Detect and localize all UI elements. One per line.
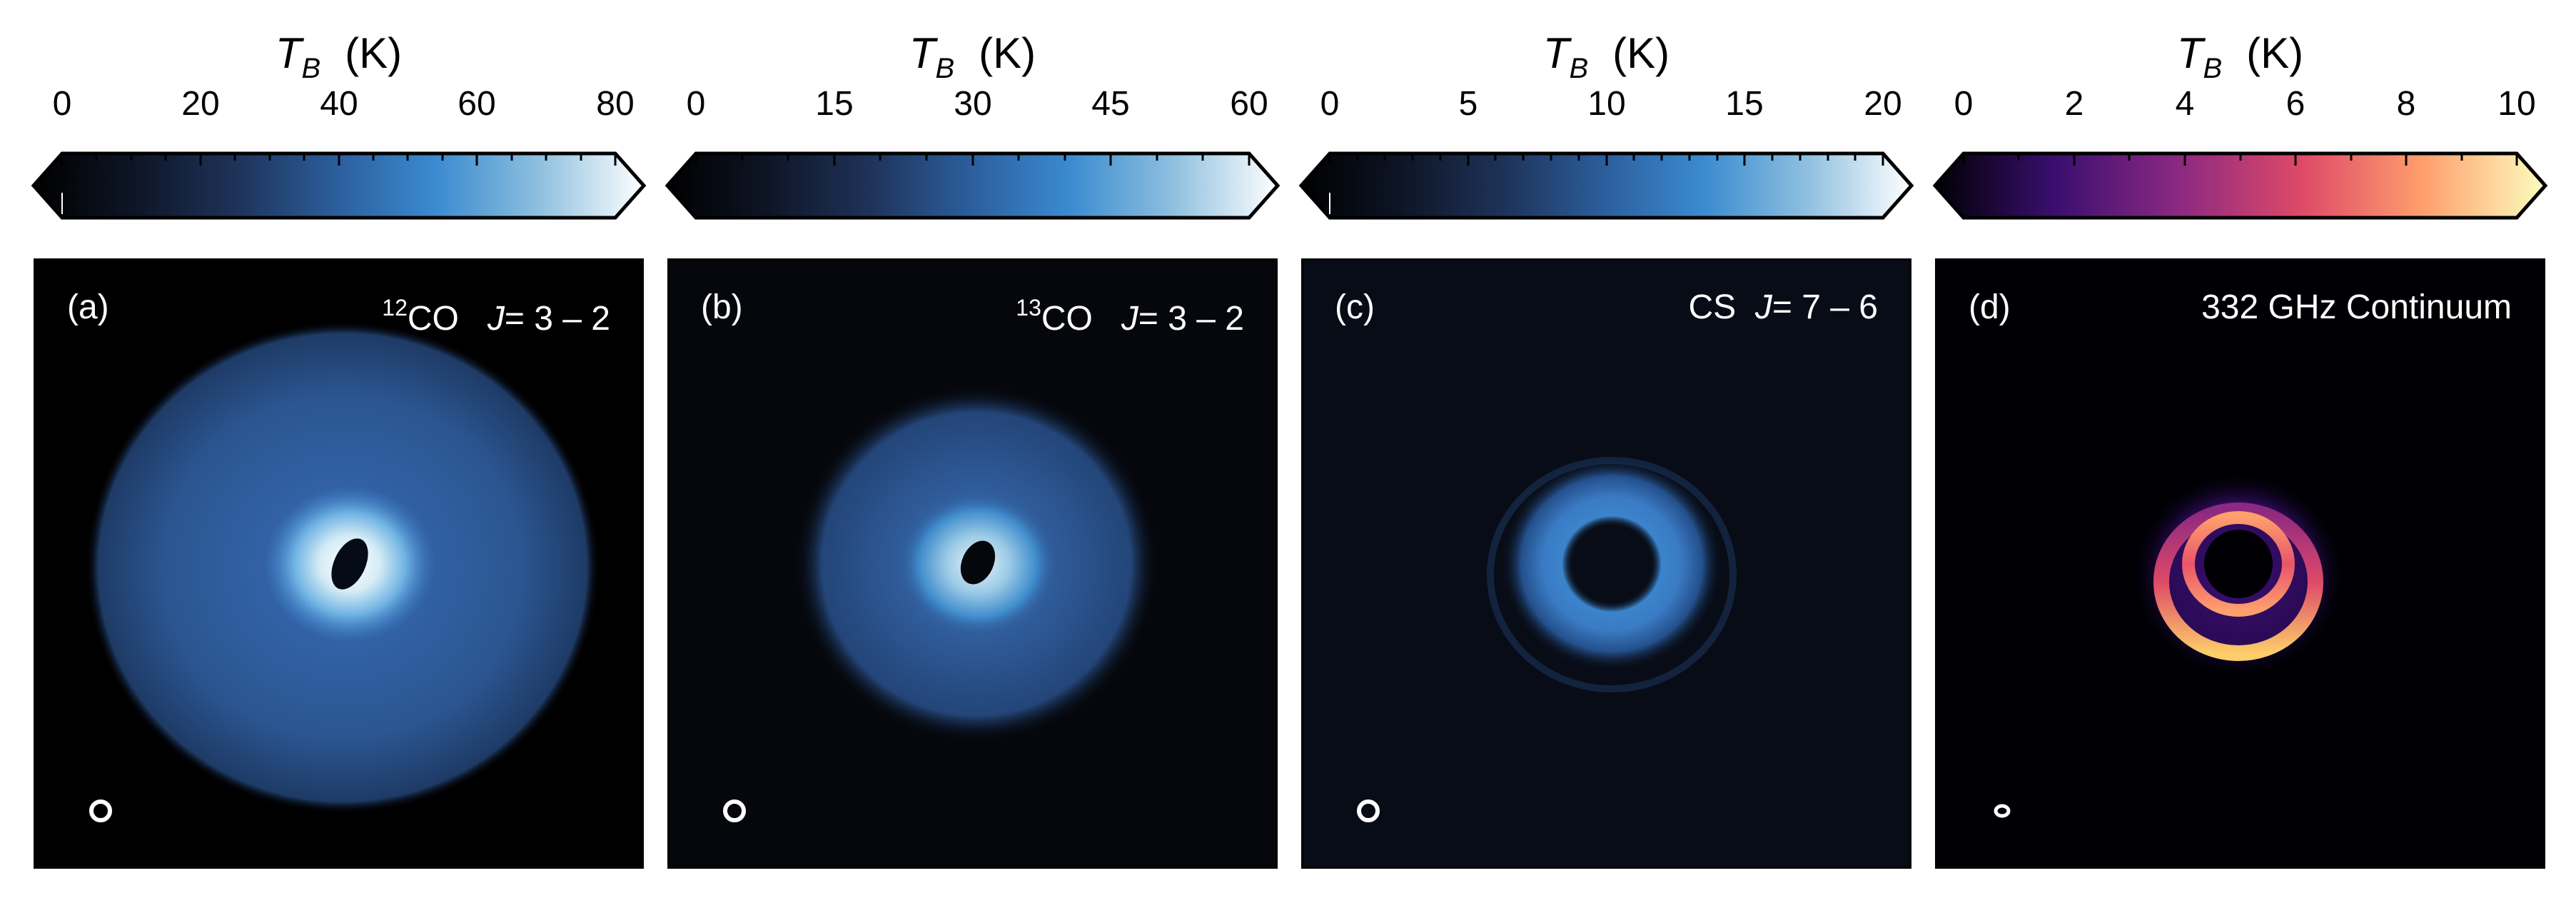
colorbar-tick-label: 10 [1587, 85, 1626, 123]
colorbar [31, 151, 647, 220]
beam-ellipse [723, 799, 746, 822]
colorbar-tick-label: 30 [954, 85, 992, 123]
image-13co: (b) 13CO J= 3 – 2 [667, 258, 1278, 869]
colorbar-tick-label: 5 [1458, 85, 1478, 123]
colorbar-tick-label: 8 [2396, 85, 2416, 123]
beam-ellipse [1357, 799, 1380, 822]
colorbar-tick-label: 60 [458, 85, 496, 123]
panel-label: (b) [701, 288, 743, 326]
colorbar-title: TB (K) [2176, 29, 2304, 84]
colorbar-tick-label: 15 [815, 85, 854, 123]
panel-d: TB (K) 0 2 4 6 8 10 [1932, 0, 2548, 903]
panel-c: TB (K) 0 5 10 15 20 [1298, 0, 1914, 903]
panel-title: 13CO J= 3 – 2 [1016, 295, 1244, 338]
image-continuum: (d) 332 GHz Continuum [1935, 258, 2545, 869]
colorbar-tick-label: 10 [2497, 85, 2536, 123]
beam-ellipse [89, 799, 112, 822]
image-12co: (a) 12CO J= 3 – 2 [34, 258, 644, 869]
colorbar [665, 151, 1281, 220]
colorbar-tick-label: 20 [181, 85, 220, 123]
colorbar [1298, 151, 1914, 220]
colorbar-title: TB (K) [909, 29, 1036, 84]
colorbar-tick-label: 40 [320, 85, 358, 123]
colorbar-title: TB (K) [275, 29, 403, 84]
colorbar [1932, 151, 2548, 220]
image-cs: (c) CS J= 7 – 6 [1301, 258, 1911, 869]
panel-label: (a) [67, 288, 109, 326]
panel-b: TB (K) 0 15 30 45 60 [665, 0, 1281, 903]
colorbar-tick-label: 15 [1725, 85, 1764, 123]
colorbar-title: TB (K) [1542, 29, 1670, 84]
colorbar-tick-label: 80 [596, 85, 635, 123]
panel-label: (d) [1969, 288, 2011, 326]
colorbar-tick-label: 0 [52, 85, 72, 123]
panel-title: 12CO J= 3 – 2 [382, 295, 610, 338]
colorbar-tick-label: 45 [1091, 85, 1130, 123]
colorbar-tick-label: 60 [1230, 85, 1268, 123]
colorbar-tick-label: 2 [2064, 85, 2084, 123]
panel-label: (c) [1335, 288, 1375, 326]
colorbar-tick-label: 0 [686, 85, 706, 123]
panel-title: 332 GHz Continuum [2201, 288, 2512, 326]
colorbar-tick-label: 0 [1320, 85, 1340, 123]
panel-title: CS J= 7 – 6 [1688, 288, 1878, 326]
colorbar-tick-label: 4 [2175, 85, 2195, 123]
colorbar-tick-label: 0 [1954, 85, 1974, 123]
colorbar-tick-label: 20 [1864, 85, 1902, 123]
panel-a: TB (K) 0 20 40 60 80 [31, 0, 647, 903]
colorbar-tick-label: 6 [2285, 85, 2305, 123]
beam-ellipse [1994, 804, 2011, 818]
